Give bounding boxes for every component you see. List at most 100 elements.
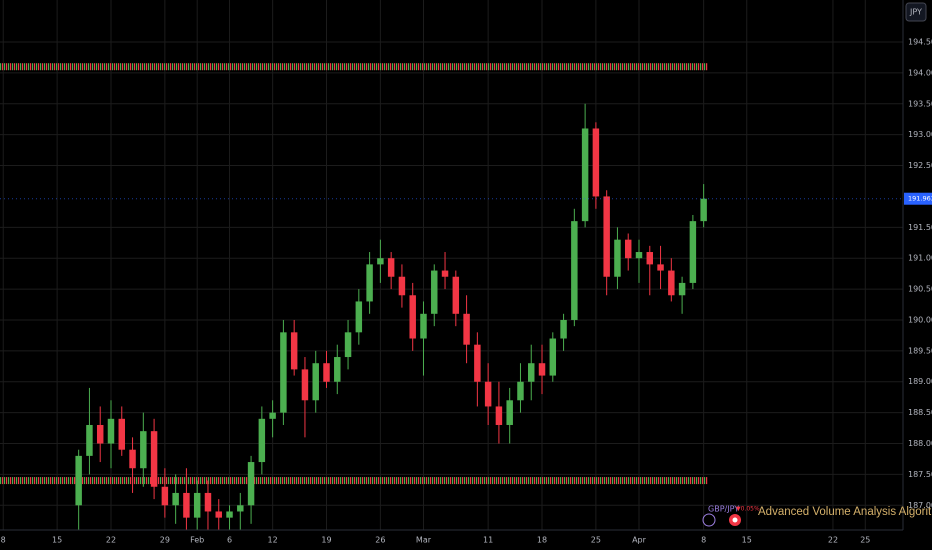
candle-body (140, 431, 147, 469)
icon (702, 513, 716, 527)
x-tick-label: 29 (160, 536, 170, 545)
x-tick-label: 25 (860, 536, 870, 545)
x-tick-label: 8 (701, 536, 706, 545)
y-tick-label: 194.000 (908, 68, 932, 77)
x-tick-label: Mar (416, 536, 432, 545)
candle-body (301, 369, 309, 401)
y-tick-label: 192.500 (908, 161, 932, 170)
candle-body (657, 264, 664, 271)
candle-body (344, 332, 352, 358)
y-tick-label: 189.000 (908, 377, 932, 386)
candle-body (624, 239, 632, 259)
candle-body (161, 486, 169, 506)
last-price-box (904, 192, 932, 205)
x-tick-label: 22 (828, 536, 838, 545)
candle-body (355, 301, 363, 333)
candle-body (538, 363, 546, 376)
icon (732, 517, 738, 523)
x-tick-label: 15 (52, 536, 62, 545)
y-tick-label: 187.500 (908, 470, 932, 479)
candle-body (183, 492, 190, 518)
y-tick-label: 194.500 (908, 38, 932, 47)
x-tick-label: 6 (227, 536, 232, 545)
candle-body (441, 270, 449, 277)
y-tick-label: 190.500 (908, 285, 932, 294)
y-tick-label: 188.500 (908, 408, 932, 417)
candle-body (463, 313, 470, 345)
candle-body (96, 424, 104, 444)
candle-body (366, 264, 373, 302)
candle-body (118, 418, 125, 450)
x-tick-label: 12 (268, 536, 278, 545)
candle-body (237, 505, 244, 512)
x-tick-label: Apr (632, 536, 647, 545)
candle-body (323, 363, 330, 382)
candle-body (420, 313, 427, 339)
candle-body (646, 252, 654, 265)
candle-body (75, 455, 82, 506)
candle-body (204, 492, 212, 512)
x-tick-label: 26 (375, 536, 385, 545)
currency-button[interactable] (905, 2, 927, 22)
y-tick-label: 193.500 (908, 99, 932, 108)
candle-body (280, 332, 287, 413)
candle-body (258, 418, 266, 463)
candle-body (614, 239, 621, 277)
change: ▼0.05% (736, 506, 760, 513)
candle-body (226, 511, 233, 518)
candle-body (635, 252, 643, 259)
currency-label: JPY (909, 8, 922, 17)
x-tick-label: 25 (591, 536, 601, 545)
y-tick-label: 193.000 (908, 130, 932, 139)
candle-body (668, 270, 675, 296)
candle-body (452, 276, 460, 314)
candle-body (506, 400, 513, 425)
candle-body (495, 406, 503, 425)
candle-body (603, 196, 610, 277)
candle-body (86, 424, 93, 456)
candle-body (107, 418, 115, 444)
y-tick-label: 190.000 (908, 315, 932, 324)
y-tick-label: 191.000 (908, 254, 932, 263)
y-tick-label: 191.500 (908, 223, 932, 232)
x-tick-label: Feb (190, 536, 204, 545)
candle-body (129, 449, 136, 469)
candle-body (312, 363, 319, 401)
x-tick-label: 18 (537, 536, 547, 545)
candle-body (377, 258, 384, 265)
x-tick-label: 15 (742, 536, 752, 545)
last-price-label: 191.963 (908, 195, 932, 203)
volume-level (0, 477, 708, 485)
candle-body (290, 332, 298, 370)
candle-body (247, 462, 255, 506)
candle-body (484, 381, 492, 407)
candle-body (689, 221, 697, 283)
candle-body (581, 128, 589, 222)
candle-body (193, 492, 201, 518)
candle-body (334, 357, 341, 382)
candle-body (549, 338, 557, 376)
watermark: Advanced Volume Analysis Algorithm (758, 506, 932, 518)
candle-body (571, 221, 578, 320)
x-tick-label: 19 (321, 536, 331, 545)
candle-body (700, 198, 707, 222)
candle-body (517, 381, 524, 401)
candle-body (215, 511, 222, 518)
candle-body (387, 258, 395, 277)
candle-body (592, 128, 600, 197)
y-tick-label: 187.000 (908, 501, 932, 510)
y-tick-label: 189.500 (908, 346, 932, 355)
candle-body (150, 431, 158, 487)
candle-body (560, 319, 567, 339)
candle-body (172, 492, 179, 506)
candle-body (398, 276, 406, 296)
volume-level (0, 63, 708, 71)
candle-body (269, 412, 276, 419)
candle-body (678, 282, 686, 296)
candle-body (474, 344, 481, 382)
x-tick-label: 11 (483, 536, 493, 545)
candle-body (528, 363, 535, 382)
y-tick-label: 188.000 (908, 439, 932, 448)
